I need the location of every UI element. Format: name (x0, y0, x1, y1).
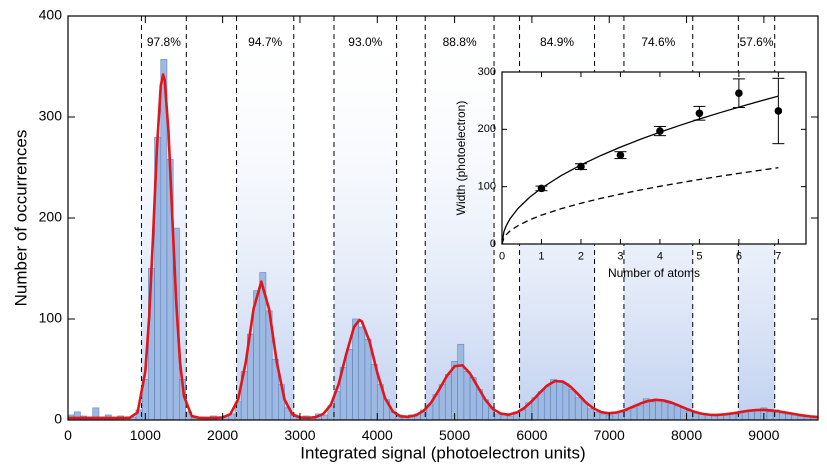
histogram-bar (624, 410, 632, 421)
histogram-bar (710, 415, 718, 421)
histogram-bar (457, 343, 465, 421)
histogram-bar (358, 326, 366, 421)
histogram-bar (630, 407, 638, 421)
fit-curve (501, 167, 779, 245)
fit-curve (68, 73, 819, 420)
region-label: 88.8% (443, 35, 477, 49)
x-tick-label: 2000 (207, 427, 238, 443)
data-point (656, 127, 664, 135)
y-tick-label: 300 (39, 108, 63, 124)
x-tick-label: 1 (538, 251, 544, 263)
y-tick-label: 200 (478, 123, 496, 135)
histogram-bar (754, 410, 762, 421)
x-tick-label: 9000 (748, 427, 779, 443)
data-point (616, 151, 625, 159)
y-tick-label: 100 (478, 181, 496, 193)
y-tick-label: 100 (39, 310, 63, 326)
x-tick-label: 6 (736, 251, 742, 263)
fit-curve (501, 95, 779, 245)
region-label: 97.8% (147, 35, 181, 49)
histogram-bar (568, 389, 576, 421)
histogram-bar (667, 403, 675, 421)
histogram-bar (445, 374, 452, 421)
histogram-bar (673, 405, 681, 421)
histogram-bar (543, 386, 551, 421)
histogram-bar (364, 338, 372, 421)
x-tick-label: 5 (696, 251, 702, 263)
x-tick-label: 3000 (284, 427, 315, 443)
x-tick-label: 7000 (594, 427, 625, 443)
histogram-bar (599, 413, 607, 421)
histogram-bar (321, 414, 329, 421)
histogram-bar (661, 402, 669, 421)
histogram-bar (655, 399, 663, 421)
x-tick-label: 7 (775, 251, 781, 263)
histogram-bar (723, 414, 731, 421)
histogram-bar (352, 318, 360, 421)
y-tick-label: 300 (478, 66, 496, 78)
data-point (695, 109, 704, 118)
x-tick-label: 2 (578, 251, 584, 263)
histogram-bar (779, 412, 786, 421)
y-axis-title: Number of occurrences (11, 130, 30, 307)
x-tick-label: 8000 (671, 427, 702, 443)
x-tick-label: 5000 (439, 427, 470, 443)
histogram-bar (574, 397, 582, 421)
y-tick-label: 0 (54, 411, 62, 427)
x-axis-title: Number of atoms (608, 266, 700, 280)
x-tick-label: 1000 (130, 427, 161, 443)
x-axis-title: Integrated signal (photoelectron units) (300, 443, 585, 462)
x-tick-label: 6000 (516, 427, 547, 443)
region-label: 57.6% (740, 35, 774, 49)
histogram-bar (785, 413, 793, 421)
y-tick-label: 200 (39, 209, 63, 225)
data-point (735, 89, 743, 98)
histogram-bar (562, 383, 570, 421)
y-tick-label: 0 (490, 238, 496, 250)
plot-frame (501, 71, 807, 245)
histogram-bar (587, 408, 595, 421)
x-tick-label: 4000 (362, 427, 393, 443)
histogram-bar (741, 411, 749, 421)
histogram-bar (346, 348, 353, 421)
region-label: 93.0% (348, 35, 382, 49)
x-tick-label: 0 (64, 427, 72, 443)
x-tick-label: 3 (617, 251, 623, 263)
region-label: 94.7% (248, 35, 282, 49)
region-label: 74.6% (641, 35, 675, 49)
data-point (577, 162, 585, 171)
y-tick-label: 400 (39, 7, 63, 23)
histogram-bar (735, 413, 743, 421)
histogram-bar (649, 401, 656, 421)
histogram-bar (537, 391, 545, 421)
histogram-bar (766, 411, 774, 421)
y-axis-title: Width (photoelectron) (454, 101, 468, 216)
histogram-bar (556, 381, 564, 421)
region-label: 84.9% (540, 35, 574, 49)
inset-background (502, 72, 806, 244)
histogram-bar (494, 413, 502, 421)
histogram-bar (463, 371, 471, 421)
histogram-bar (506, 415, 514, 421)
data-point (537, 184, 546, 193)
plot-frame (67, 15, 819, 421)
histogram-bar (550, 379, 557, 421)
x-tick-label: 0 (499, 251, 505, 263)
histogram-bar (636, 405, 644, 421)
x-tick-label: 4 (657, 251, 663, 263)
data-point (774, 107, 783, 115)
histogram-bar (500, 414, 508, 421)
histogram-bar (686, 410, 694, 421)
